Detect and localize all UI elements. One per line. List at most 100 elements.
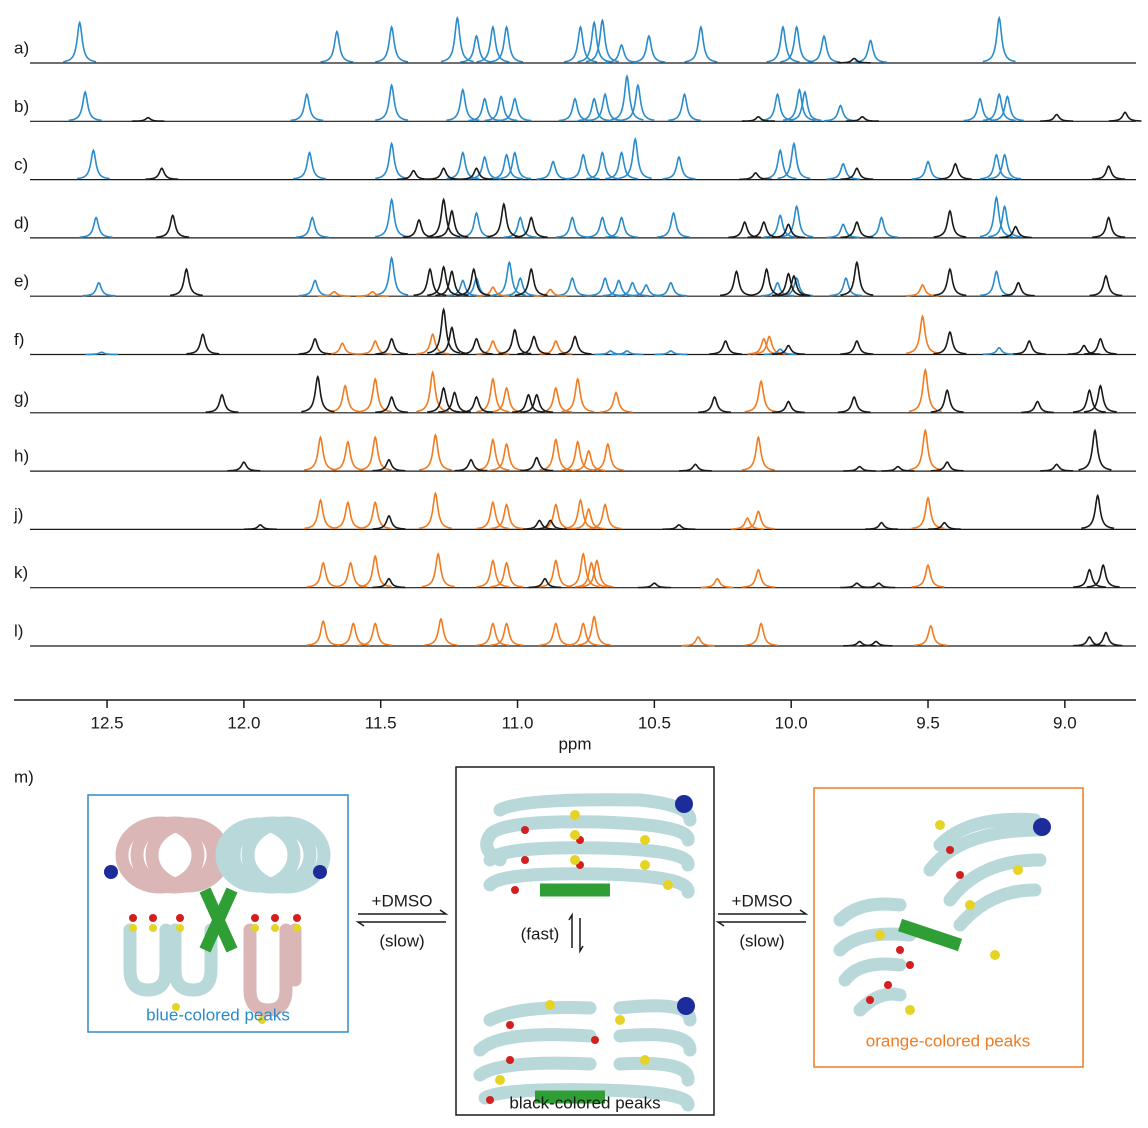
peak (566, 153, 600, 180)
peak (558, 335, 592, 355)
peak (476, 377, 510, 413)
peak (490, 442, 523, 471)
peak (982, 15, 1016, 63)
arrow-bottom-label: (slow) (739, 931, 784, 950)
x-tick-label: 10.0 (775, 713, 808, 732)
peak (79, 216, 113, 238)
peak (539, 559, 573, 588)
peak (301, 374, 335, 413)
peak (911, 160, 945, 180)
peak (539, 503, 573, 530)
peak (476, 286, 510, 297)
peak (490, 622, 524, 647)
peak (156, 214, 190, 238)
peak (375, 337, 409, 355)
peak (76, 148, 110, 180)
peak (303, 435, 338, 471)
peak (700, 577, 734, 589)
peak (564, 498, 597, 530)
peak (824, 104, 857, 122)
peak (358, 622, 392, 647)
peak (331, 440, 365, 471)
panel-caption: blue-colored peaks (146, 1005, 290, 1024)
peak (865, 521, 898, 530)
peak (914, 624, 948, 647)
peak (355, 290, 390, 297)
peak (744, 622, 778, 647)
peak (446, 150, 480, 180)
peak (979, 195, 1014, 238)
peak (859, 640, 893, 647)
panel-box (87, 794, 349, 1033)
peak (487, 202, 521, 238)
peak (585, 151, 619, 180)
peak (1040, 463, 1074, 472)
peak (881, 465, 915, 472)
peak (68, 90, 102, 122)
peak (605, 151, 638, 180)
peak (446, 279, 480, 297)
peak (591, 442, 625, 471)
peak (741, 510, 775, 530)
peak (1084, 384, 1117, 413)
peak (588, 503, 622, 530)
peak (416, 333, 450, 355)
peak (741, 568, 775, 588)
peak (446, 88, 480, 122)
peak (476, 500, 510, 530)
peak (227, 461, 261, 472)
peak (826, 162, 860, 180)
peak (1092, 216, 1126, 238)
peak (476, 437, 510, 471)
peak (512, 393, 545, 413)
peak (933, 330, 967, 355)
trace-label: e) (14, 272, 29, 291)
peak (681, 636, 715, 647)
peak (503, 277, 537, 297)
peak (558, 97, 592, 122)
peak (457, 267, 491, 297)
peak (719, 269, 754, 297)
panel-label: m) (14, 767, 34, 786)
peak (460, 167, 493, 180)
peak (654, 281, 688, 297)
peak (427, 197, 461, 238)
peak (375, 197, 409, 238)
peak (326, 342, 359, 355)
peak (1073, 568, 1106, 588)
peak (621, 83, 655, 121)
peak (424, 617, 458, 646)
peak (358, 340, 392, 355)
peak (780, 204, 814, 238)
peak (605, 43, 638, 64)
peak (298, 279, 332, 297)
peak (306, 620, 340, 646)
peak (243, 524, 277, 531)
peak (1078, 428, 1112, 471)
helix-blue-state (104, 816, 331, 1024)
peak (306, 561, 340, 588)
peak (933, 209, 967, 238)
peak (561, 377, 595, 413)
peak (862, 582, 896, 589)
peak (534, 519, 567, 530)
peak (585, 18, 619, 63)
peak (328, 384, 362, 413)
peak (731, 517, 764, 530)
peak (498, 97, 532, 122)
peak (840, 167, 874, 180)
peak (484, 95, 518, 122)
peak (982, 92, 1016, 122)
helix-orange-state (833, 812, 1051, 1017)
x-tick-label: 10.5 (638, 713, 671, 732)
peak (534, 288, 567, 297)
peak (293, 151, 326, 180)
peak (1089, 631, 1123, 647)
scheme: blue-colored peaks black-colored peaks (… (87, 766, 1084, 1116)
peak (170, 267, 203, 297)
peak (933, 267, 967, 297)
trace-label: a) (14, 38, 29, 57)
peak (490, 561, 524, 588)
peak (632, 34, 666, 63)
peak (782, 88, 816, 122)
